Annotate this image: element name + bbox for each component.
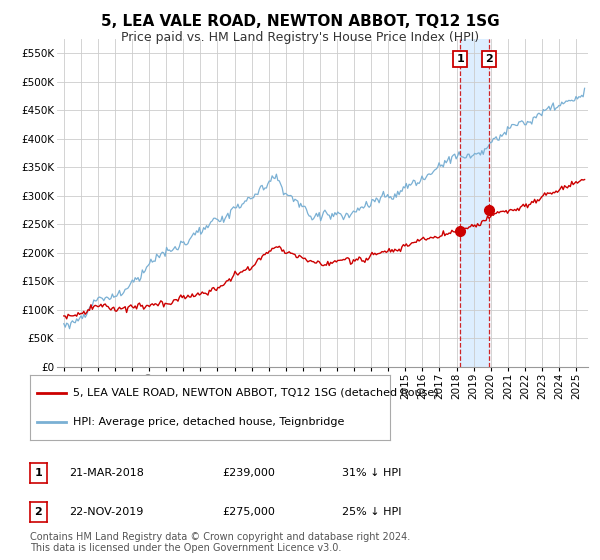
Text: Contains HM Land Registry data © Crown copyright and database right 2024.
This d: Contains HM Land Registry data © Crown c… (30, 531, 410, 553)
Text: Price paid vs. HM Land Registry's House Price Index (HPI): Price paid vs. HM Land Registry's House … (121, 31, 479, 44)
Text: 5, LEA VALE ROAD, NEWTON ABBOT, TQ12 1SG (detached house): 5, LEA VALE ROAD, NEWTON ABBOT, TQ12 1SG… (73, 388, 439, 398)
Bar (460, 39, 489, 367)
Text: 1: 1 (35, 468, 42, 478)
Text: £275,000: £275,000 (222, 507, 275, 517)
Text: 21-MAR-2018: 21-MAR-2018 (69, 468, 144, 478)
Text: 31% ↓ HPI: 31% ↓ HPI (342, 468, 401, 478)
Text: 22-NOV-2019: 22-NOV-2019 (69, 507, 143, 517)
Text: 1: 1 (456, 54, 464, 64)
Text: 5, LEA VALE ROAD, NEWTON ABBOT, TQ12 1SG: 5, LEA VALE ROAD, NEWTON ABBOT, TQ12 1SG (101, 14, 499, 29)
Text: 2: 2 (485, 54, 493, 64)
Text: 25% ↓ HPI: 25% ↓ HPI (342, 507, 401, 517)
Text: £239,000: £239,000 (222, 468, 275, 478)
Text: 2: 2 (35, 507, 42, 517)
Text: HPI: Average price, detached house, Teignbridge: HPI: Average price, detached house, Teig… (73, 417, 344, 427)
